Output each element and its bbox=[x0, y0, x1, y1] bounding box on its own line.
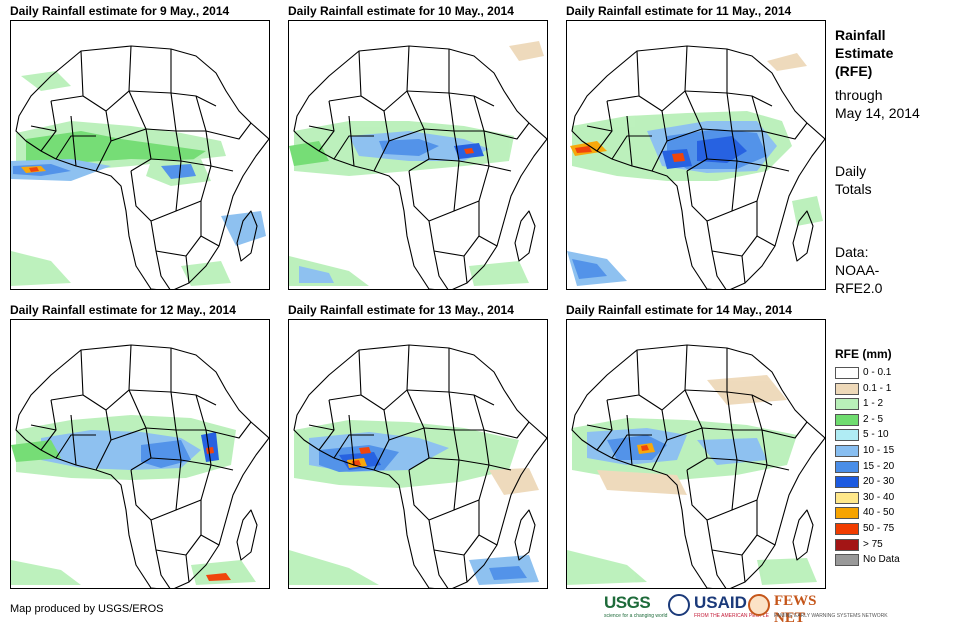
panel-title: Daily Rainfall estimate for 12 May., 201… bbox=[10, 303, 236, 317]
usaid-logo: USAID bbox=[694, 593, 747, 612]
side-through-date: May 14, 2014 bbox=[835, 105, 920, 121]
legend-label: 5 - 10 bbox=[863, 429, 889, 441]
rainfall-map bbox=[10, 20, 270, 290]
side-totals-label: Totals bbox=[835, 181, 872, 197]
usaid-seal-icon bbox=[668, 594, 690, 616]
side-data-source2: RFE2.0 bbox=[835, 280, 883, 296]
legend-label: 50 - 75 bbox=[863, 522, 895, 534]
panel-title: Daily Rainfall estimate for 9 May., 2014 bbox=[10, 4, 230, 18]
legend-swatch bbox=[835, 554, 859, 567]
legend-swatch bbox=[835, 522, 859, 535]
rainfall-map bbox=[288, 20, 548, 290]
legend-swatch bbox=[835, 382, 859, 395]
side-data-label: Data: bbox=[835, 244, 869, 260]
side-daily-label: Daily bbox=[835, 163, 867, 179]
legend-label: 30 - 40 bbox=[863, 491, 895, 503]
fews-net-emblem-icon bbox=[748, 594, 770, 616]
usgs-logo: USGS bbox=[604, 593, 651, 612]
legend-label: > 75 bbox=[863, 538, 883, 550]
legend-swatch bbox=[835, 491, 859, 504]
fews-net-logo: FEWS NET bbox=[774, 593, 817, 626]
legend-label: 15 - 20 bbox=[863, 460, 895, 472]
rainfall-map bbox=[10, 319, 270, 589]
legend-label: 2 - 5 bbox=[863, 413, 884, 425]
usaid-tagline: FROM THE AMERICAN PEOPLE bbox=[694, 613, 769, 619]
legend-swatch bbox=[835, 460, 859, 473]
legend-label: 20 - 30 bbox=[863, 476, 895, 488]
side-daily: Daily Totals bbox=[835, 162, 872, 198]
legend-swatch bbox=[835, 398, 859, 411]
side-title-line2: Estimate bbox=[835, 45, 894, 61]
rainfall-map bbox=[566, 319, 826, 589]
logos: USGS science for a changing world USAID … bbox=[604, 593, 888, 626]
panel-title: Daily Rainfall estimate for 10 May., 201… bbox=[288, 4, 514, 18]
legend-swatch bbox=[835, 507, 859, 520]
legend-label: 1 - 2 bbox=[863, 398, 884, 410]
legend-swatch bbox=[835, 538, 859, 551]
legend-label: 0.1 - 1 bbox=[863, 382, 892, 394]
rainfall-map bbox=[288, 319, 548, 589]
credit-text: Map produced by USGS/EROS bbox=[10, 603, 164, 615]
legend-swatch bbox=[835, 367, 859, 379]
legend-title: RFE (mm) bbox=[835, 347, 892, 361]
legend-label: 0 - 0.1 bbox=[863, 367, 892, 378]
side-title: Rainfall Estimate (RFE) bbox=[835, 26, 893, 80]
legend-swatch bbox=[835, 413, 859, 426]
fews-net-tagline: FAMINE EARLY WARNING SYSTEMS NETWORK bbox=[774, 613, 888, 619]
panel-title: Daily Rainfall estimate for 11 May., 201… bbox=[566, 4, 792, 18]
side-title-line3: (RFE) bbox=[835, 63, 873, 79]
legend-label: No Data bbox=[863, 554, 900, 566]
side-through: through May 14, 2014 bbox=[835, 86, 920, 122]
panel-title: Daily Rainfall estimate for 14 May., 201… bbox=[566, 303, 792, 317]
rainfall-map bbox=[566, 20, 826, 290]
side-data-source1: NOAA- bbox=[835, 262, 880, 278]
legend-label: 40 - 50 bbox=[863, 507, 895, 519]
usgs-tagline: science for a changing world bbox=[604, 613, 668, 619]
legend-swatch bbox=[835, 444, 859, 457]
legend-swatch bbox=[835, 429, 859, 442]
side-data: Data: NOAA- RFE2.0 bbox=[835, 243, 882, 297]
side-through-label: through bbox=[835, 87, 883, 103]
legend-label: 10 - 15 bbox=[863, 444, 895, 456]
side-title-line1: Rainfall bbox=[835, 27, 886, 43]
legend-swatch bbox=[835, 476, 859, 489]
panel-title: Daily Rainfall estimate for 13 May., 201… bbox=[288, 303, 514, 317]
